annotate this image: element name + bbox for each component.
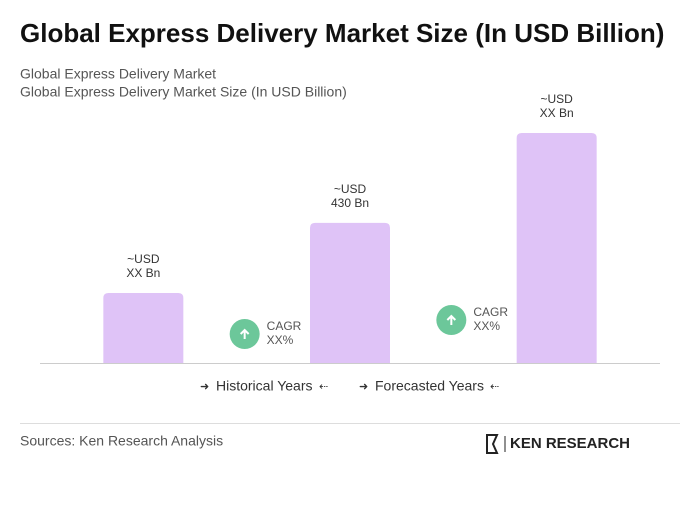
legend-arrow: ⇠ bbox=[319, 381, 328, 393]
value-label: XX Bn bbox=[126, 266, 160, 280]
logo-text: KEN RESEARCH bbox=[510, 435, 630, 452]
cagr-arrow bbox=[446, 314, 457, 325]
chart-title: Global Express Delivery Market Size (In … bbox=[20, 18, 664, 48]
legend-arrow: ⇠ bbox=[490, 381, 499, 393]
source: Sources: Ken Research Analysis bbox=[20, 433, 223, 449]
bar bbox=[310, 222, 390, 363]
legend: ➜ Historical Years ⇠ ➜ Forecasted Years … bbox=[200, 378, 499, 394]
cagr-label: CAGR bbox=[473, 305, 508, 319]
legend-arrow: ➜ bbox=[359, 381, 368, 393]
cagr-label: XX% bbox=[267, 333, 294, 347]
subtitle: Global Express Delivery Market bbox=[20, 66, 216, 82]
cagr-label: CAGR bbox=[267, 319, 302, 333]
cagr-label: XX% bbox=[473, 319, 500, 333]
value-label: ~USD bbox=[127, 252, 160, 266]
legend-arrow: ➜ bbox=[200, 381, 209, 393]
logo: KEN RESEARCH bbox=[486, 434, 630, 454]
bar bbox=[103, 292, 184, 363]
value-label: 430 Bn bbox=[331, 196, 369, 210]
legend-label: Forecasted Years bbox=[375, 378, 484, 394]
legend-label: Historical Years bbox=[216, 378, 313, 394]
value-label: ~USD bbox=[334, 182, 367, 196]
value-label: ~USD bbox=[540, 92, 573, 106]
logo-icon bbox=[486, 434, 499, 454]
bar bbox=[516, 133, 597, 363]
cagr-arrow bbox=[239, 328, 250, 339]
subtitle: Global Express Delivery Market Size (In … bbox=[20, 84, 347, 100]
value-label: XX Bn bbox=[540, 106, 574, 120]
